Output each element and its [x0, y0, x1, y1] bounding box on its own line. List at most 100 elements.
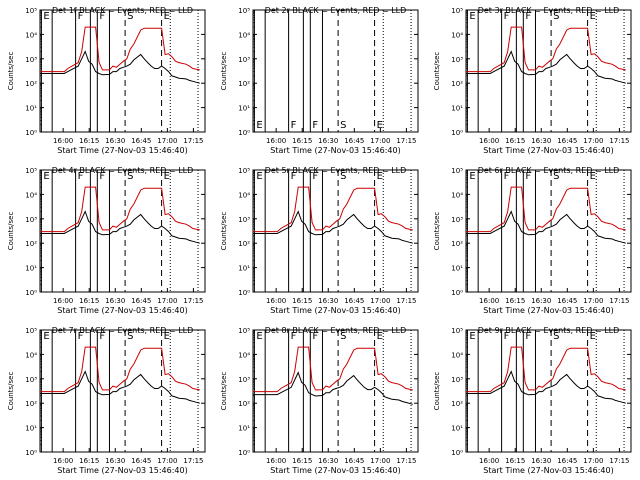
y-tick-label: 10⁴ [451, 191, 463, 199]
y-tick-label: 10⁴ [238, 351, 250, 359]
marker-label: F [312, 120, 318, 131]
x-tick-label: 17:15 [183, 297, 203, 305]
panel-2: Det 2r BLACK = Events, RED = LLD 10⁰ 10¹ 10… [220, 6, 419, 155]
y-tick-label: 10⁴ [25, 31, 37, 39]
x-tick-label: 16:15 [505, 137, 525, 145]
x-tick-label: 17:15 [396, 297, 416, 305]
x-tick-label: 16:30 [105, 137, 125, 145]
marker-label: E [590, 331, 596, 342]
y-tick-label: 10³ [238, 376, 250, 384]
y-tick-label: 10⁰ [25, 449, 37, 457]
x-tick-label: 17:00 [370, 137, 390, 145]
series-lld-line [40, 26, 200, 73]
x-tick-label: 16:00 [266, 137, 286, 145]
x-tick-label: 16:30 [531, 457, 551, 465]
x-tick-label: 17:00 [157, 457, 177, 465]
series-events-line [466, 210, 626, 244]
marker-label: E [469, 11, 475, 22]
y-tick-label: 10¹ [451, 265, 463, 273]
x-tick-label: 16:00 [479, 457, 499, 465]
x-tick-label: 17:15 [609, 457, 629, 465]
y-tick-label: 10⁵ [238, 327, 250, 335]
x-axis-label: Start Time (27-Nov-03 15:46:40) [57, 466, 187, 475]
marker-label: E [43, 11, 49, 22]
x-tick-label: 16:30 [105, 457, 125, 465]
x-tick-label: 16:15 [79, 297, 99, 305]
x-tick-label: 17:00 [583, 137, 603, 145]
y-tick-label: 10² [451, 400, 463, 408]
y-tick-label: 10³ [238, 56, 250, 64]
y-tick-label: 10⁰ [451, 449, 463, 457]
series-lld-line [253, 346, 413, 393]
x-tick-label: 17:15 [183, 137, 203, 145]
y-tick-label: 10² [25, 400, 37, 408]
panel-title: Det 8r BLACK = Events, RED = LLD [265, 326, 407, 335]
y-tick-label: 10⁵ [238, 167, 250, 175]
x-tick-label: 16:15 [79, 457, 99, 465]
marker-label: S [340, 171, 346, 182]
series-events-line [253, 371, 413, 405]
x-tick-label: 16:45 [344, 137, 364, 145]
x-tick-label: 16:45 [344, 457, 364, 465]
x-tick-label: 16:30 [531, 297, 551, 305]
x-tick-label: 17:15 [396, 137, 416, 145]
marker-label: S [340, 331, 346, 342]
panel-6: Det 6r BLACK = Events, RED = LLD 10⁰ 10¹ 10… [433, 166, 632, 315]
series-events-line [466, 50, 626, 84]
x-tick-label: 16:30 [318, 297, 338, 305]
x-tick-label: 16:00 [266, 457, 286, 465]
x-axis-label: Start Time (27-Nov-03 15:46:40) [483, 466, 613, 475]
x-axis-label: Start Time (27-Nov-03 15:46:40) [270, 466, 400, 475]
marker-label: S [127, 171, 133, 182]
marker-label: E [377, 120, 383, 131]
y-tick-label: 10⁵ [25, 167, 37, 175]
y-tick-label: 10³ [238, 216, 250, 224]
marker-label: E [256, 120, 262, 131]
x-tick-label: 17:00 [370, 297, 390, 305]
marker-label: S [127, 11, 133, 22]
x-tick-label: 17:00 [157, 137, 177, 145]
marker-label: E [256, 171, 262, 182]
panel-3: Det 3r BLACK = Events, RED = LLD 10⁰ 10¹ 10… [433, 6, 632, 155]
x-tick-label: 16:30 [531, 137, 551, 145]
y-tick-label: 10² [238, 240, 250, 248]
series-lld-line [466, 346, 626, 393]
y-tick-label: 10¹ [238, 105, 250, 113]
marker-label: E [43, 331, 49, 342]
y-tick-label: 10⁰ [25, 289, 37, 297]
y-tick-label: 10² [451, 80, 463, 88]
x-tick-label: 16:30 [105, 297, 125, 305]
marker-label: F [99, 171, 105, 182]
marker-label: F [78, 331, 84, 342]
marker-label: F [525, 171, 531, 182]
series-events-line [40, 370, 200, 404]
panel-4: Det 4r BLACK = Events, RED = LLD 10⁰ 10¹ 10… [7, 166, 206, 315]
x-axis-label: Start Time (27-Nov-03 15:46:40) [270, 306, 400, 315]
panel-title: Det 5r BLACK = Events, RED = LLD [265, 166, 407, 175]
marker-label: S [553, 11, 559, 22]
series-lld-line [466, 186, 626, 233]
y-tick-label: 10⁵ [25, 327, 37, 335]
y-tick-label: 10³ [25, 376, 37, 384]
y-tick-label: 10⁴ [451, 351, 463, 359]
x-axis-label: Start Time (27-Nov-03 15:46:40) [57, 306, 187, 315]
y-tick-label: 10¹ [25, 265, 37, 273]
x-tick-label: 16:30 [318, 137, 338, 145]
marker-label: F [291, 171, 297, 182]
x-tick-label: 17:15 [609, 137, 629, 145]
y-axis-label: Counts/sec [7, 372, 15, 411]
y-tick-label: 10⁰ [451, 289, 463, 297]
plot-frame [465, 169, 632, 293]
marker-label: F [99, 331, 105, 342]
plot-frame [39, 329, 206, 453]
series-lld-line [40, 346, 200, 393]
y-axis-label: Counts/sec [220, 212, 228, 251]
x-tick-label: 16:45 [131, 137, 151, 145]
panel-8: Det 8r BLACK = Events, RED = LLD 10⁰ 10¹ 10… [220, 326, 419, 475]
y-tick-label: 10² [238, 80, 250, 88]
y-tick-label: 10⁵ [451, 327, 463, 335]
marker-label: E [164, 331, 170, 342]
series-lld-line [466, 26, 626, 73]
y-tick-label: 10² [451, 240, 463, 248]
